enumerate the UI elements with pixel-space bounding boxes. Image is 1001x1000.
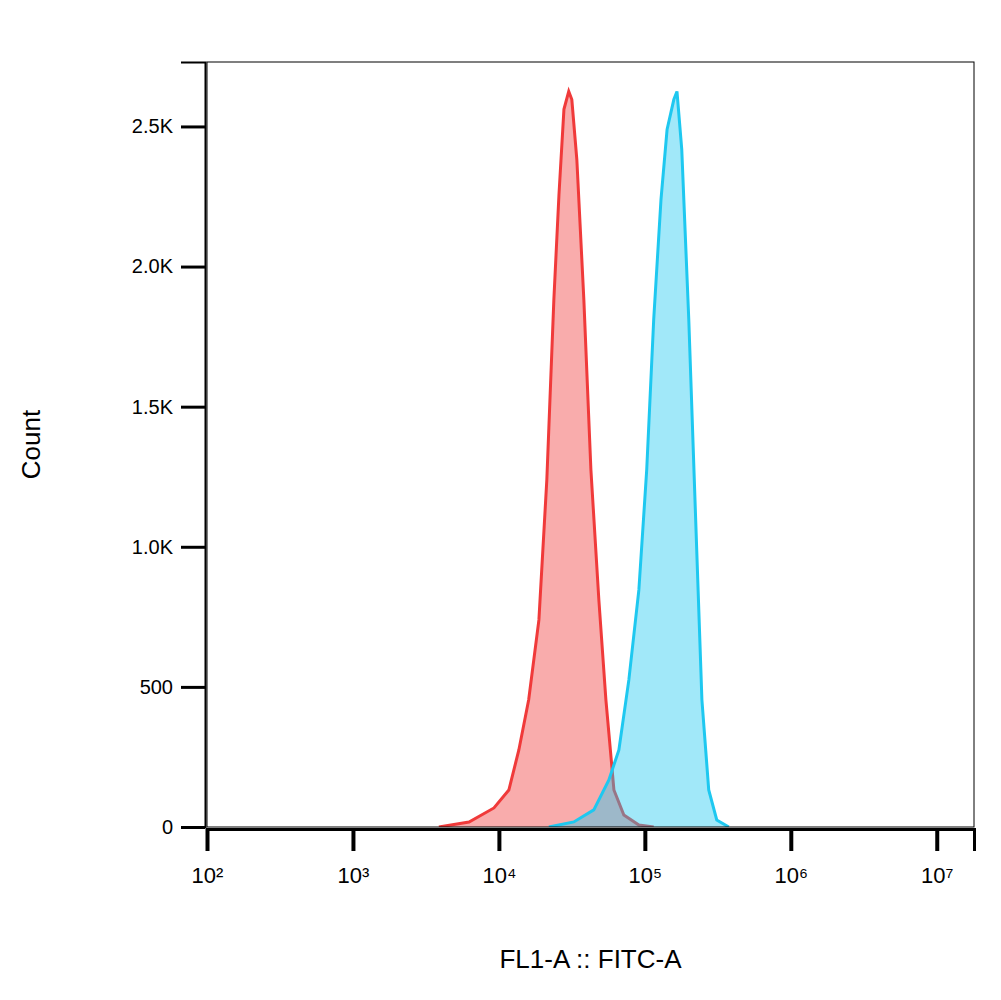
x-axis-title: FL1-A :: FITC-A: [499, 944, 682, 974]
y-axis-title: Count: [16, 409, 46, 479]
y-tick-mark: [181, 546, 205, 549]
y-tick-label: 1.5K: [132, 396, 174, 418]
plot-area: [439, 91, 729, 827]
y-tick: 0: [162, 816, 205, 838]
x-tick-mark: [351, 829, 355, 851]
y-tick-label: 2.0K: [132, 255, 174, 277]
y-tick-mark: [181, 406, 205, 409]
y-tick-label: 2.5K: [132, 115, 174, 137]
x-tick-label: 10⁵: [629, 863, 663, 888]
y-tick: 1.5K: [132, 396, 205, 418]
x-tick-label: 10⁷: [921, 863, 953, 888]
histogram-area: [549, 91, 729, 827]
histogram-area: [439, 91, 654, 827]
x-tick-mark: [643, 829, 647, 851]
x-axis-line: [208, 830, 975, 852]
y-tick: 1.0K: [132, 536, 205, 558]
y-tick-mark: [181, 266, 205, 269]
x-axis: 10² 10³ 10⁴ 10⁵ 10⁶ 10⁷: [192, 829, 975, 888]
y-tick-label: 500: [140, 676, 173, 698]
y-tick-label: 0: [162, 816, 173, 838]
x-tick-mark: [789, 829, 793, 851]
histogram-line: [439, 91, 654, 827]
plot-frame: [207, 62, 974, 827]
x-tick-mark: [206, 829, 210, 851]
x-tick-mark: [497, 829, 501, 851]
x-tick-mark: [935, 829, 939, 851]
y-axis: 0 500 1.0K 1.5K 2.0K 2.5K: [132, 63, 206, 838]
y-tick: 2.5K: [132, 115, 205, 137]
y-tick-mark: [181, 686, 205, 689]
y-tick: 2.0K: [132, 255, 205, 277]
x-tick: 10⁴: [482, 829, 516, 888]
chart: 10² 10³ 10⁴ 10⁵ 10⁶ 10⁷ 0 500 1.0K 1.5K 2.0K 2.5K FL…: [0, 0, 1001, 1000]
x-tick-label: 10⁴: [482, 863, 516, 888]
x-tick: 10³: [338, 829, 370, 888]
y-axis-line: [181, 63, 206, 828]
x-tick: 10⁶: [775, 829, 809, 888]
y-tick: 500: [140, 676, 205, 698]
histogram-line: [549, 91, 729, 827]
y-tick-mark: [181, 826, 205, 829]
x-tick-label: 10³: [338, 863, 370, 888]
y-tick-label: 1.0K: [132, 536, 174, 558]
x-tick-label: 10⁶: [775, 863, 809, 888]
x-tick: 10²: [192, 829, 224, 888]
x-tick: 10⁷: [921, 829, 953, 888]
x-tick: 10⁵: [629, 829, 663, 888]
y-tick-mark: [181, 125, 205, 128]
x-tick-label: 10²: [192, 863, 224, 888]
